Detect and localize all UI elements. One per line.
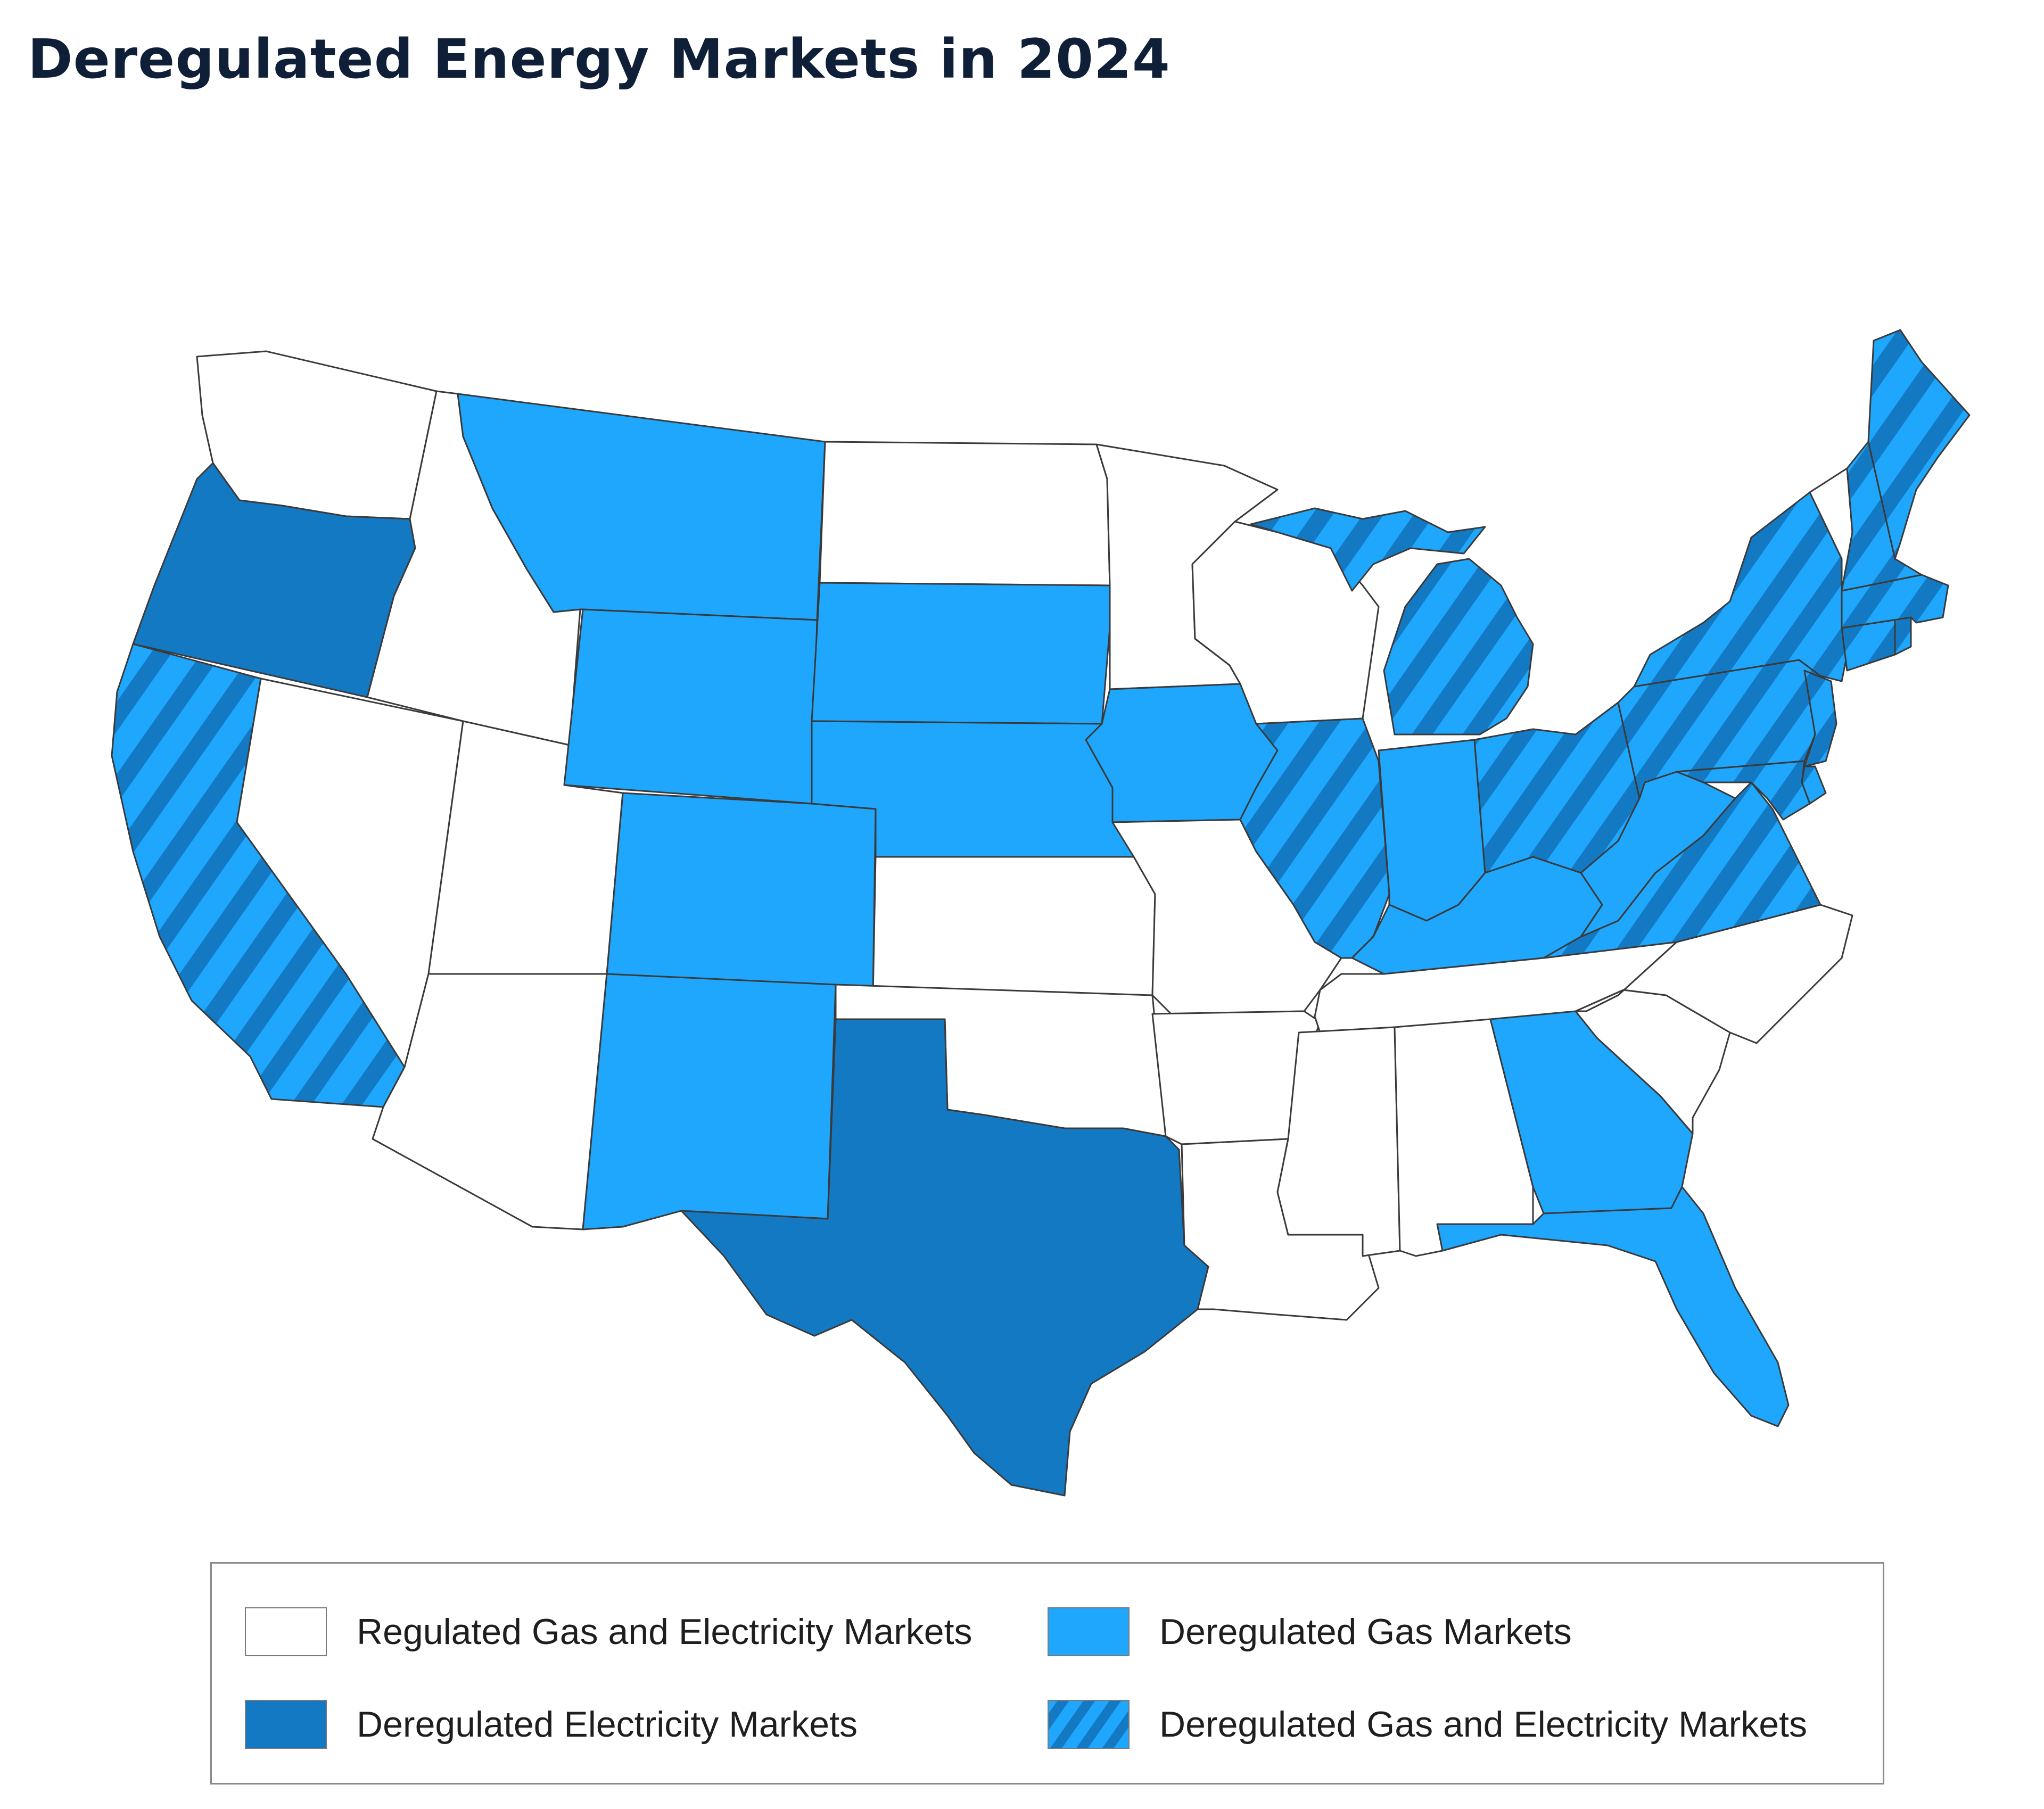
map-area (111, 329, 1971, 1497)
legend-item-gas: Deregulated Gas Markets (1048, 1607, 1572, 1656)
legend-label: Regulated Gas and Electricity Markets (357, 1612, 972, 1652)
state-ma (1841, 574, 1949, 629)
swatch-both (1048, 1700, 1130, 1749)
state-fl (1436, 1186, 1790, 1427)
state-tx (680, 1018, 1209, 1497)
state-ms (1276, 1026, 1401, 1257)
state-me (1867, 329, 1971, 560)
state-nm (582, 973, 837, 1230)
legend-label: Deregulated Gas Markets (1159, 1612, 1572, 1652)
legend-item-electricity: Deregulated Electricity Markets (245, 1700, 858, 1749)
state-ny (1633, 491, 1853, 688)
state-ri (1894, 616, 1912, 656)
state-mi-lower (1383, 558, 1534, 736)
legend-item-regulated: Regulated Gas and Electricity Markets (245, 1607, 972, 1656)
state-wy (563, 608, 818, 805)
swatch-regulated (245, 1607, 327, 1656)
state-mi-upper (1250, 507, 1486, 592)
legend: Regulated Gas and Electricity Markets De… (210, 1562, 1884, 1785)
legend-label: Deregulated Gas and Electricity Markets (1159, 1704, 1807, 1745)
swatch-electricity (245, 1700, 327, 1749)
swatch-gas (1048, 1607, 1130, 1656)
state-md (1676, 760, 1811, 821)
legend-label: Deregulated Electricity Markets (357, 1704, 858, 1745)
state-nj (1803, 670, 1837, 767)
legend-item-both: Deregulated Gas and Electricity Markets (1048, 1700, 1807, 1749)
state-ks (872, 856, 1156, 996)
state-co (606, 792, 877, 996)
state-sd (811, 582, 1111, 725)
us-map (111, 329, 1971, 1497)
page-title: Deregulated Energy Markets in 2024 (28, 28, 1171, 91)
state-nd (819, 441, 1111, 587)
